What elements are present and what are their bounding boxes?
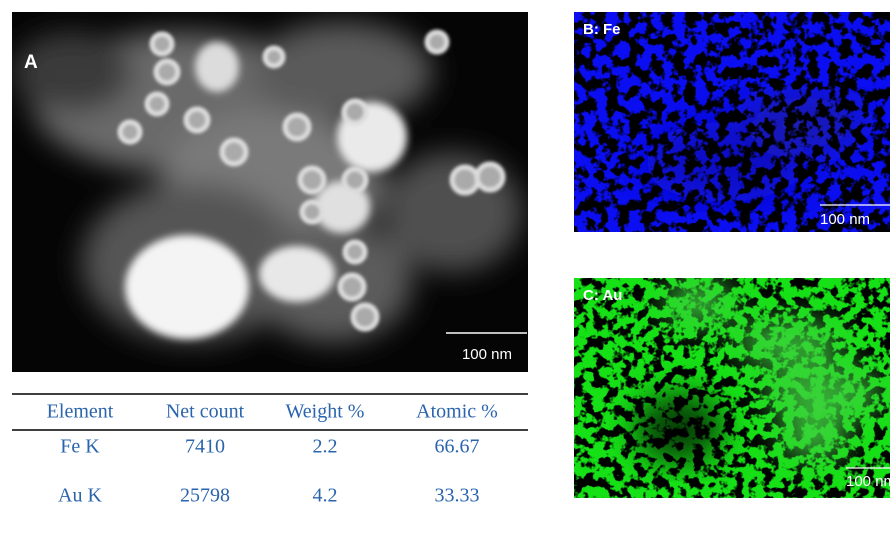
fe-speckle <box>574 12 890 232</box>
table-cell: Au K <box>58 485 102 507</box>
panel-a: A 100 nm <box>12 12 528 372</box>
panel-c: C: Au 100 nm <box>574 278 890 498</box>
table-cell: 2.2 <box>313 436 338 458</box>
panel-label: C: Au <box>583 287 622 304</box>
table-cell: 4.2 <box>313 485 338 507</box>
table-cell: Fe K <box>60 436 100 458</box>
scale-bar-label: 100 nm <box>820 211 870 228</box>
table-cell: 7410 <box>185 436 225 458</box>
page: Figure {"panels": [ {"label": "A", "scal… <box>0 0 890 536</box>
figure: A 100 nm B: Fe 100 nm C: Au 100 nm <box>0 0 890 536</box>
table-header-cell: Net count <box>166 401 245 423</box>
scale-bar-label: 100 nm <box>846 473 890 490</box>
panel-label: A <box>24 52 38 73</box>
table-cell: 66.67 <box>435 436 480 458</box>
table-cell: 25798 <box>180 485 230 507</box>
table-header-cell: Weight % <box>286 401 365 423</box>
table-header-cell: Element <box>47 401 114 423</box>
element-table: Element Net count Weight % Atomic % Fe K 7410… <box>12 393 528 523</box>
panel-label: B: Fe <box>583 21 621 38</box>
scale-bar-label: 100 nm <box>462 346 512 363</box>
table-cells: Element Net count Weight % Atomic % Fe K 7410… <box>47 401 498 507</box>
table-header-cell: Atomic % <box>416 401 498 423</box>
panel-b: B: Fe 100 nm <box>574 12 890 232</box>
table-cell: 33.33 <box>435 485 480 507</box>
